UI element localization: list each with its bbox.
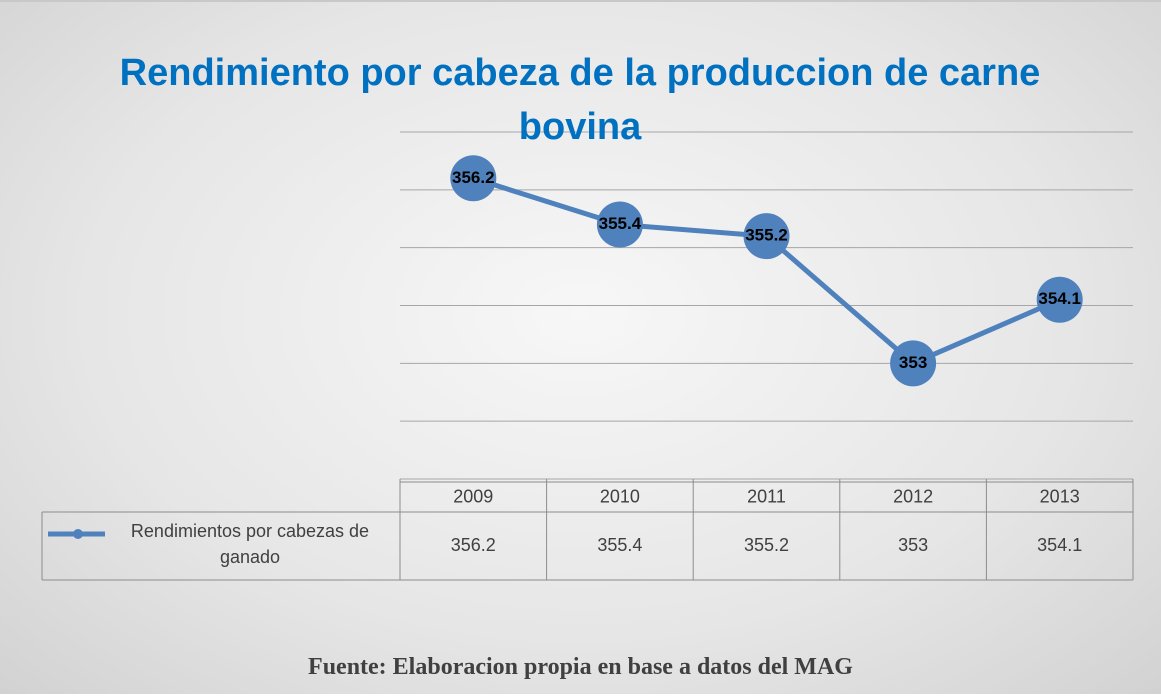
marker [1036, 276, 1083, 323]
data-label: 356.2 [452, 168, 495, 187]
table-value: 354.1 [1037, 535, 1082, 555]
data-label: 355.2 [745, 226, 788, 245]
data-label: 353 [899, 353, 927, 372]
table-value: 355.2 [744, 535, 789, 555]
x-tick-label: 2010 [600, 486, 640, 506]
marker [450, 155, 497, 202]
legend-label: Rendimientos por cabezas de ganado [130, 521, 370, 567]
data-label: 355.4 [599, 214, 642, 233]
series-line [472, 175, 1061, 367]
data-label: 354.1 [1038, 289, 1081, 308]
x-tick-label: 2012 [893, 486, 933, 506]
marker [890, 340, 937, 387]
chart-title: Rendimiento por cabeza de la produccion … [119, 52, 1041, 148]
x-tick-label: 2011 [747, 486, 786, 506]
x-tick-label: 2009 [453, 486, 493, 506]
table-value: 353 [898, 535, 928, 555]
legend-box: Rendimientos por cabezas de ganado [130, 521, 370, 567]
source-note: Fuente: Elaboracion propia en base a dat… [308, 654, 853, 680]
legend-marker [73, 529, 83, 539]
table-value: 355.4 [597, 535, 642, 555]
x-tick-label: 2013 [1040, 486, 1080, 506]
marker [743, 213, 790, 260]
marker [596, 201, 643, 248]
table-value: 356.2 [451, 535, 496, 555]
